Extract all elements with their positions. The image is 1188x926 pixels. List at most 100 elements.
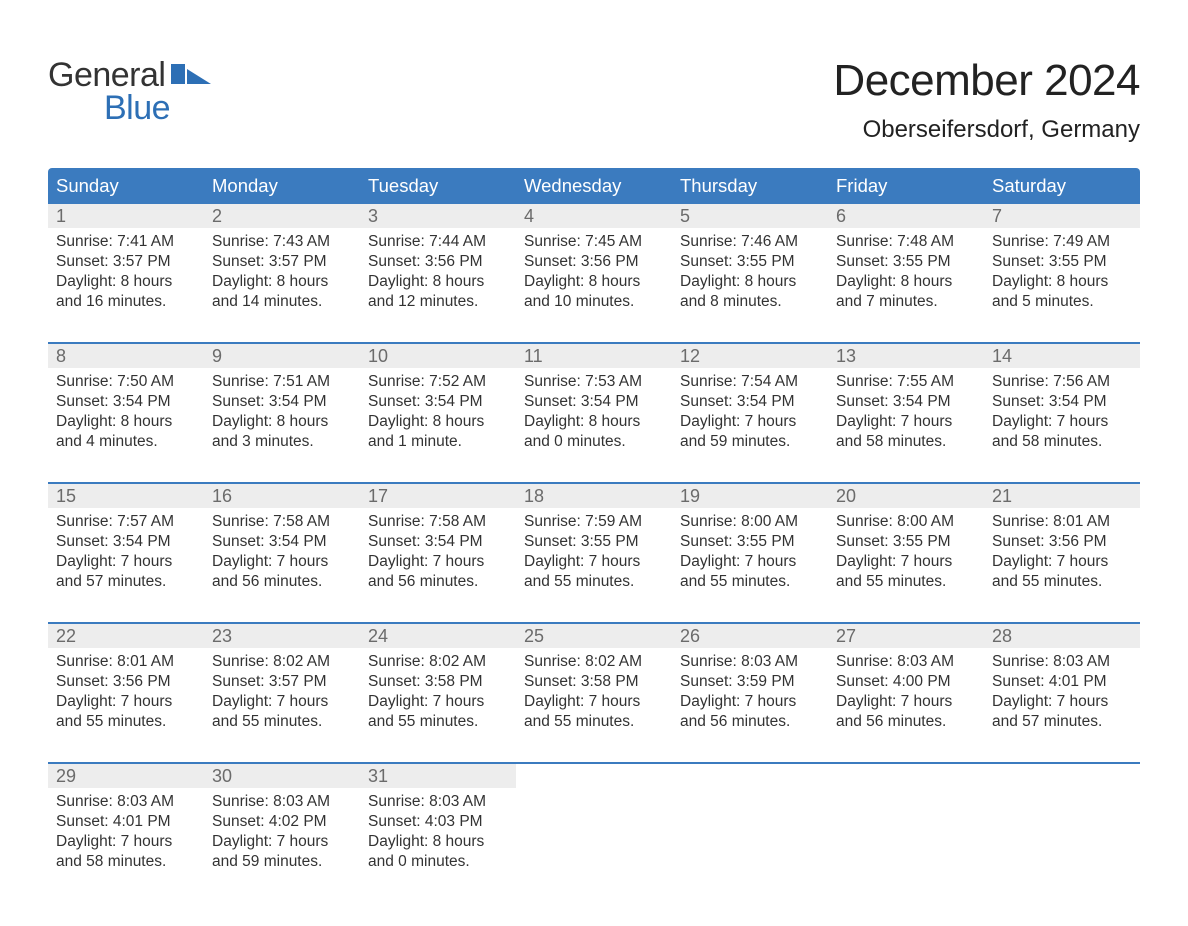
day-body: Sunrise: 7:54 AMSunset: 3:54 PMDaylight:… (672, 368, 828, 452)
sunset-line: Sunset: 3:54 PM (212, 392, 352, 412)
weekday-header-row: Sunday Monday Tuesday Wednesday Thursday… (48, 168, 1140, 204)
day-number: 3 (360, 204, 516, 228)
daylight-line: Daylight: 7 hours and 58 minutes. (56, 832, 196, 872)
daylight-line: Daylight: 7 hours and 58 minutes. (836, 412, 976, 452)
sunset-line: Sunset: 3:56 PM (368, 252, 508, 272)
daylight-line: Daylight: 7 hours and 56 minutes. (680, 692, 820, 732)
calendar-day: 20Sunrise: 8:00 AMSunset: 3:55 PMDayligh… (828, 484, 984, 606)
sunrise-line: Sunrise: 8:02 AM (368, 652, 508, 672)
day-body: Sunrise: 8:02 AMSunset: 3:58 PMDaylight:… (360, 648, 516, 732)
daylight-line: Daylight: 8 hours and 8 minutes. (680, 272, 820, 312)
day-body: Sunrise: 7:55 AMSunset: 3:54 PMDaylight:… (828, 368, 984, 452)
sunset-line: Sunset: 3:54 PM (836, 392, 976, 412)
daylight-line: Daylight: 8 hours and 0 minutes. (524, 412, 664, 452)
calendar-day: 12Sunrise: 7:54 AMSunset: 3:54 PMDayligh… (672, 344, 828, 466)
day-body: Sunrise: 7:44 AMSunset: 3:56 PMDaylight:… (360, 228, 516, 312)
sunrise-line: Sunrise: 7:43 AM (212, 232, 352, 252)
day-number: 28 (984, 624, 1140, 648)
day-body: Sunrise: 7:45 AMSunset: 3:56 PMDaylight:… (516, 228, 672, 312)
sunset-line: Sunset: 3:58 PM (524, 672, 664, 692)
calendar-day: 6Sunrise: 7:48 AMSunset: 3:55 PMDaylight… (828, 204, 984, 326)
daylight-line: Daylight: 8 hours and 16 minutes. (56, 272, 196, 312)
day-body: Sunrise: 7:58 AMSunset: 3:54 PMDaylight:… (204, 508, 360, 592)
weekday-header: Tuesday (360, 168, 516, 204)
weeks-container: 1Sunrise: 7:41 AMSunset: 3:57 PMDaylight… (48, 204, 1140, 886)
calendar-week: 15Sunrise: 7:57 AMSunset: 3:54 PMDayligh… (48, 482, 1140, 606)
sunrise-line: Sunrise: 8:02 AM (212, 652, 352, 672)
day-number: 15 (48, 484, 204, 508)
day-body: Sunrise: 8:03 AMSunset: 4:03 PMDaylight:… (360, 788, 516, 872)
sunset-line: Sunset: 3:54 PM (992, 392, 1132, 412)
sunrise-line: Sunrise: 8:00 AM (836, 512, 976, 532)
sunset-line: Sunset: 3:55 PM (836, 252, 976, 272)
sunset-line: Sunset: 4:01 PM (992, 672, 1132, 692)
title-block: December 2024 Oberseifersdorf, Germany (833, 56, 1140, 144)
day-body: Sunrise: 7:51 AMSunset: 3:54 PMDaylight:… (204, 368, 360, 452)
sunset-line: Sunset: 3:59 PM (680, 672, 820, 692)
daylight-line: Daylight: 8 hours and 3 minutes. (212, 412, 352, 452)
calendar-day: 1Sunrise: 7:41 AMSunset: 3:57 PMDaylight… (48, 204, 204, 326)
day-body: Sunrise: 8:03 AMSunset: 4:01 PMDaylight:… (984, 648, 1140, 732)
calendar-day: 13Sunrise: 7:55 AMSunset: 3:54 PMDayligh… (828, 344, 984, 466)
logo: General Blue (48, 56, 213, 128)
day-number: 30 (204, 764, 360, 788)
day-body: Sunrise: 8:03 AMSunset: 3:59 PMDaylight:… (672, 648, 828, 732)
sunset-line: Sunset: 3:54 PM (212, 532, 352, 552)
daylight-line: Daylight: 8 hours and 12 minutes. (368, 272, 508, 312)
day-body: Sunrise: 8:00 AMSunset: 3:55 PMDaylight:… (672, 508, 828, 592)
day-body: Sunrise: 8:01 AMSunset: 3:56 PMDaylight:… (48, 648, 204, 732)
header: General Blue December 2024 Oberseifersdo… (48, 56, 1140, 144)
sunrise-line: Sunrise: 7:41 AM (56, 232, 196, 252)
sunset-line: Sunset: 3:55 PM (680, 252, 820, 272)
calendar-week: 8Sunrise: 7:50 AMSunset: 3:54 PMDaylight… (48, 342, 1140, 466)
calendar-day: 19Sunrise: 8:00 AMSunset: 3:55 PMDayligh… (672, 484, 828, 606)
day-body: Sunrise: 7:50 AMSunset: 3:54 PMDaylight:… (48, 368, 204, 452)
day-body: Sunrise: 8:00 AMSunset: 3:55 PMDaylight:… (828, 508, 984, 592)
page: General Blue December 2024 Oberseifersdo… (0, 0, 1188, 926)
day-body: Sunrise: 7:59 AMSunset: 3:55 PMDaylight:… (516, 508, 672, 592)
sunrise-line: Sunrise: 7:46 AM (680, 232, 820, 252)
weekday-header: Thursday (672, 168, 828, 204)
daylight-line: Daylight: 8 hours and 0 minutes. (368, 832, 508, 872)
logo-word-2: Blue (104, 89, 213, 128)
sunset-line: Sunset: 3:55 PM (836, 532, 976, 552)
sunrise-line: Sunrise: 7:53 AM (524, 372, 664, 392)
daylight-line: Daylight: 7 hours and 55 minutes. (368, 692, 508, 732)
day-body: Sunrise: 7:49 AMSunset: 3:55 PMDaylight:… (984, 228, 1140, 312)
day-body: Sunrise: 7:52 AMSunset: 3:54 PMDaylight:… (360, 368, 516, 452)
sunrise-line: Sunrise: 8:03 AM (680, 652, 820, 672)
sunset-line: Sunset: 4:00 PM (836, 672, 976, 692)
calendar-day: 15Sunrise: 7:57 AMSunset: 3:54 PMDayligh… (48, 484, 204, 606)
sunrise-line: Sunrise: 7:57 AM (56, 512, 196, 532)
day-body: Sunrise: 7:56 AMSunset: 3:54 PMDaylight:… (984, 368, 1140, 452)
daylight-line: Daylight: 8 hours and 7 minutes. (836, 272, 976, 312)
day-number: 7 (984, 204, 1140, 228)
day-body: Sunrise: 8:01 AMSunset: 3:56 PMDaylight:… (984, 508, 1140, 592)
sunrise-line: Sunrise: 8:01 AM (56, 652, 196, 672)
day-number: 10 (360, 344, 516, 368)
calendar-day: 24Sunrise: 8:02 AMSunset: 3:58 PMDayligh… (360, 624, 516, 746)
sunrise-line: Sunrise: 8:02 AM (524, 652, 664, 672)
day-body: Sunrise: 8:03 AMSunset: 4:00 PMDaylight:… (828, 648, 984, 732)
day-number: 23 (204, 624, 360, 648)
sunset-line: Sunset: 4:01 PM (56, 812, 196, 832)
calendar-week: 22Sunrise: 8:01 AMSunset: 3:56 PMDayligh… (48, 622, 1140, 746)
day-number: 2 (204, 204, 360, 228)
sunset-line: Sunset: 3:56 PM (992, 532, 1132, 552)
day-number: 14 (984, 344, 1140, 368)
sunrise-line: Sunrise: 7:48 AM (836, 232, 976, 252)
daylight-line: Daylight: 7 hours and 58 minutes. (992, 412, 1132, 452)
daylight-line: Daylight: 7 hours and 56 minutes. (836, 692, 976, 732)
day-number: 20 (828, 484, 984, 508)
daylight-line: Daylight: 7 hours and 57 minutes. (56, 552, 196, 592)
sunset-line: Sunset: 3:56 PM (524, 252, 664, 272)
sunrise-line: Sunrise: 8:00 AM (680, 512, 820, 532)
sunset-line: Sunset: 3:54 PM (368, 392, 508, 412)
daylight-line: Daylight: 7 hours and 55 minutes. (836, 552, 976, 592)
day-number: 31 (360, 764, 516, 788)
day-number: 16 (204, 484, 360, 508)
sunrise-line: Sunrise: 7:55 AM (836, 372, 976, 392)
sunset-line: Sunset: 3:54 PM (56, 532, 196, 552)
day-body: Sunrise: 7:57 AMSunset: 3:54 PMDaylight:… (48, 508, 204, 592)
calendar-week: 1Sunrise: 7:41 AMSunset: 3:57 PMDaylight… (48, 204, 1140, 326)
